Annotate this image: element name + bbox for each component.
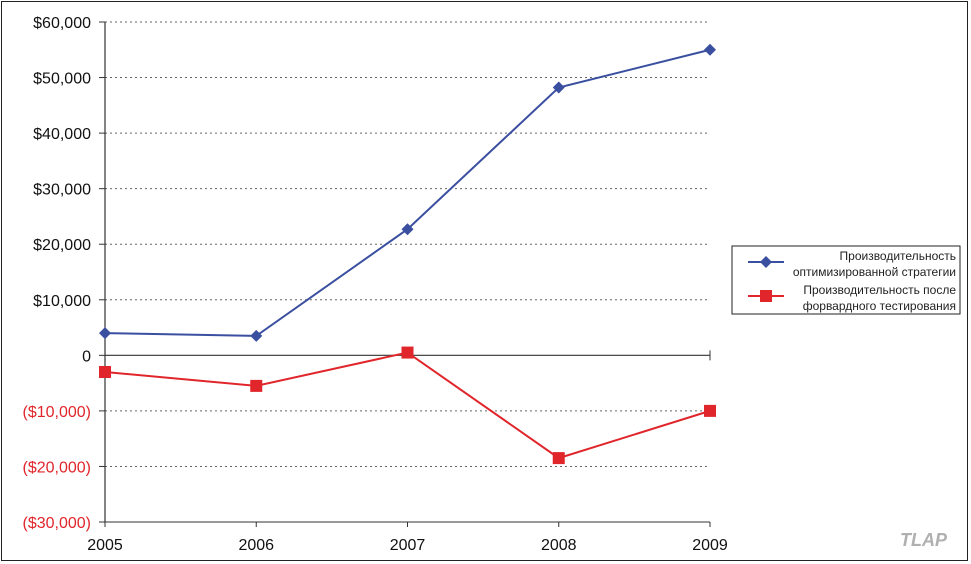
y-tick-label: $40,000 <box>33 126 91 143</box>
data-point-square <box>704 404 716 417</box>
data-point-square <box>552 452 565 465</box>
y-tick-label: $60,000 <box>33 15 91 32</box>
legend-diamond-icon <box>760 256 772 268</box>
legend-box <box>731 245 961 315</box>
data-point-square <box>401 346 414 359</box>
x-tick-label: 2009 <box>692 537 728 554</box>
grid-lines <box>105 21 710 467</box>
legend-label-line: форвардного тестирования <box>803 299 956 313</box>
y-tick-label: $50,000 <box>33 71 91 88</box>
x-axis-ticks: 2005 2006 2007 2008 2009 <box>87 522 728 554</box>
data-point-diamond <box>250 329 263 342</box>
x-tick-label: 2007 <box>390 537 426 554</box>
legend-label-line: оптимизированной стратегии <box>793 265 956 279</box>
y-tick-label: ($30,000) <box>23 515 92 532</box>
y-tick-label: $20,000 <box>33 237 91 254</box>
data-point-square <box>250 379 263 392</box>
y-tick-label: ($10,000) <box>23 404 92 421</box>
data-point-diamond <box>552 81 565 94</box>
data-point-diamond <box>99 327 111 340</box>
watermark-text: TLAP <box>900 530 948 550</box>
y-axis-ticks: $60,000 $50,000 $40,000 $30,000 $20,000 $10,0… <box>23 15 105 532</box>
y-tick-label: 0 <box>82 348 91 365</box>
x-tick-label: 2008 <box>541 537 577 554</box>
data-point-square <box>99 366 111 378</box>
y-tick-label: ($20,000) <box>23 459 92 476</box>
series-line-1 <box>104 48 711 337</box>
legend-label-line: Производительность после <box>803 283 956 297</box>
legend-label-line: Производительность <box>840 249 956 263</box>
y-tick-label: $30,000 <box>33 182 91 199</box>
series-group <box>99 43 716 465</box>
data-point-diamond <box>401 223 414 236</box>
x-tick-label: 2006 <box>238 537 274 554</box>
legend: Производительность оптимизированной страт… <box>731 245 961 315</box>
data-point-diamond <box>704 43 716 56</box>
axes <box>104 22 711 523</box>
series-line-2 <box>104 351 711 460</box>
y-tick-label: $10,000 <box>33 293 91 310</box>
legend-square-icon <box>760 290 772 302</box>
x-tick-label: 2005 <box>87 537 123 554</box>
